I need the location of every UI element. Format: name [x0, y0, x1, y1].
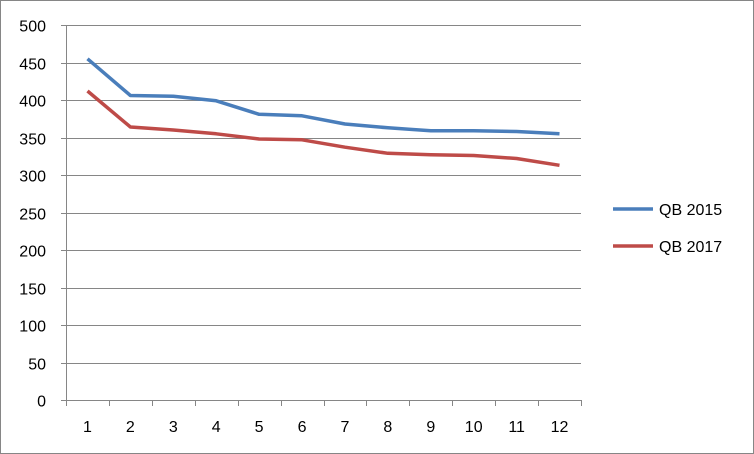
- y-tick-label: 150: [19, 282, 46, 299]
- y-tick-label: 400: [19, 94, 46, 111]
- x-axis-tick-labels: 1 2 3 4 5 6 7 8 9 10 11 12: [83, 419, 569, 436]
- x-tick-label: 12: [551, 419, 569, 436]
- x-tick-label: 1: [83, 419, 92, 436]
- legend-label-1: QB 2015: [659, 202, 722, 219]
- axes: [61, 25, 582, 406]
- x-tick-label: 6: [298, 419, 307, 436]
- legend: QB 2015 QB 2017: [613, 202, 722, 256]
- y-tick-label: 450: [19, 57, 46, 74]
- y-tick-label: 350: [19, 132, 46, 149]
- series-line-1: [86, 57, 560, 136]
- legend-label-2: QB 2017: [659, 239, 722, 256]
- series-lines: [86, 57, 560, 168]
- x-tick-label: 9: [426, 419, 435, 436]
- x-tick-label: 10: [465, 419, 483, 436]
- y-tick-label: 0: [37, 394, 46, 411]
- y-tick-label: 100: [19, 319, 46, 336]
- x-tick-label: 11: [508, 419, 525, 436]
- y-tick-label: 250: [19, 207, 46, 224]
- series-line-2: [86, 89, 560, 168]
- y-tick-label: 500: [19, 19, 46, 36]
- x-tick-label: 8: [383, 419, 392, 436]
- y-tick-label: 300: [19, 169, 46, 186]
- x-tick-label: 7: [341, 419, 350, 436]
- y-tick-label: 50: [28, 357, 46, 374]
- x-tick-label: 3: [169, 419, 178, 436]
- y-tick-label: 200: [19, 244, 46, 261]
- x-tick-label: 5: [255, 419, 264, 436]
- y-axis-tick-labels: 0 50 100 150 200 250 300 350 400 450 500: [19, 19, 46, 411]
- x-tick-label: 2: [126, 419, 135, 436]
- x-tick-label: 4: [212, 419, 221, 436]
- gridlines: [66, 25, 581, 364]
